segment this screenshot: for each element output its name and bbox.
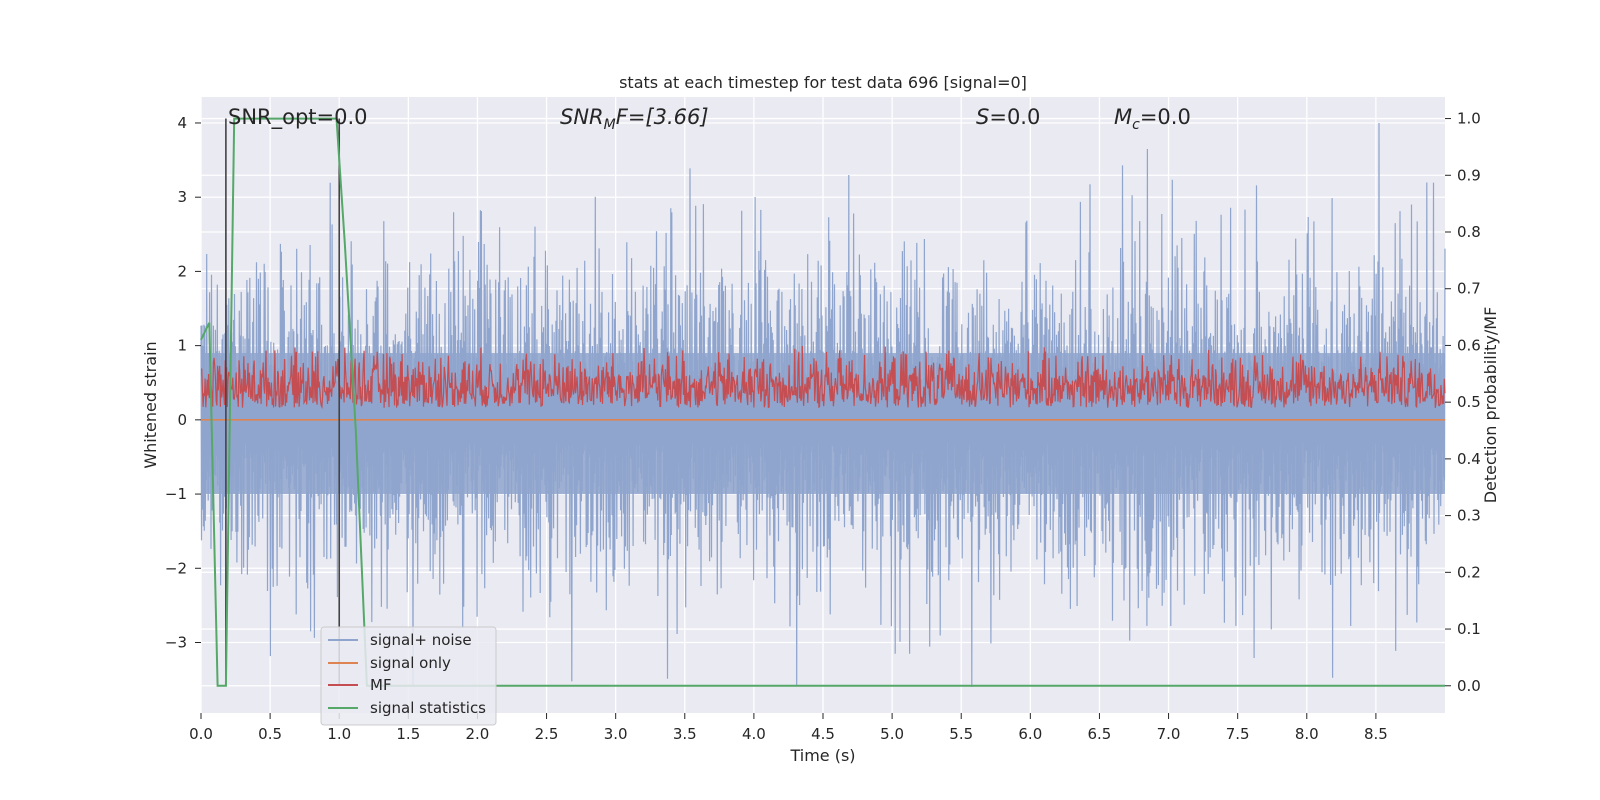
legend-box (320, 626, 497, 726)
x-tick-label: 0.0 (189, 725, 213, 743)
x-tick-label: 6.5 (1088, 725, 1112, 743)
y-tick-label-right: 0.3 (1457, 507, 1481, 525)
x-tick-label: 8.5 (1364, 725, 1388, 743)
y-tick-label-right: 0.2 (1457, 563, 1481, 581)
annotation-s: S=0.0 (976, 105, 1040, 129)
x-tick-label: 8.0 (1295, 725, 1319, 743)
x-tick-label: 4.5 (811, 725, 835, 743)
x-tick-label: 7.0 (1157, 725, 1181, 743)
x-tick-label: 3.5 (673, 725, 697, 743)
y-tick-label-right: 0.4 (1457, 450, 1481, 468)
series-layer (200, 117, 1446, 688)
annotation-snr-mf: SNRMF=[3.66] (560, 105, 709, 133)
y-tick-label-left: 2 (177, 262, 187, 280)
y-tick-label-right: 1.0 (1457, 110, 1481, 128)
y-tick-label-right: 0.1 (1457, 620, 1481, 638)
mc-sub: c (1132, 117, 1140, 133)
x-tick-label: 2.5 (535, 725, 559, 743)
x-tick-label: 4.0 (742, 725, 766, 743)
y-tick-label-right: 0.8 (1457, 223, 1481, 241)
legend: signal+ noise signal only MF signal stat… (320, 626, 497, 726)
s-italic: S (976, 105, 989, 129)
mc-rest: =0.0 (1140, 105, 1191, 129)
y-tick-label-left: −2 (165, 559, 187, 577)
mc-base: M (1114, 105, 1132, 129)
y-axis-label-right: Detection probability/MF (1481, 307, 1500, 504)
series-mf (200, 345, 1446, 410)
x-tick-label: 6.0 (1018, 725, 1042, 743)
x-tick-label: 1.5 (396, 725, 420, 743)
y-tick-label-right: 0.7 (1457, 280, 1481, 298)
x-axis-label: Time (s) (789, 746, 855, 765)
legend-label-signal-statistics: signal statistics (370, 699, 486, 717)
x-tick-label: 3.0 (604, 725, 628, 743)
y-axis-label-left: Whitened strain (141, 341, 160, 468)
y-tick-label-left: −1 (165, 485, 187, 503)
snr-mf-sub: M (604, 117, 616, 133)
y-tick-label-left: 0 (177, 411, 187, 429)
series-signal-noise (200, 122, 1446, 688)
x-tick-label: 7.5 (1226, 725, 1250, 743)
y-tick-label-right: 0.0 (1457, 677, 1481, 695)
annotation-mc: Mc=0.0 (1114, 105, 1191, 133)
y-tick-label-left: 3 (177, 188, 187, 206)
snr-mf-base: SNR (560, 105, 604, 129)
chart-title: stats at each timestep for test data 696… (619, 73, 1027, 92)
legend-label-signal-noise: signal+ noise (370, 631, 472, 649)
x-tick-label: 0.5 (258, 725, 282, 743)
x-tick-label: 5.0 (880, 725, 904, 743)
x-tick-label: 1.0 (327, 725, 351, 743)
y-tick-label-right: 0.5 (1457, 393, 1481, 411)
x-tick-label: 2.0 (466, 725, 490, 743)
y-tick-label-left: −3 (165, 633, 187, 651)
ticks: 0.0 0.5 1.0 1.5 2.0 2.5 3.0 3.5 4.0 4.5 5.0 5.5 6.0 6… (165, 110, 1481, 743)
legend-label-signal-only: signal only (370, 654, 451, 672)
y-tick-label-left: 4 (177, 114, 187, 132)
legend-label-mf: MF (370, 676, 392, 694)
y-tick-label-left: 1 (177, 337, 187, 355)
annotation-snr-opt: SNR_opt=0.0 (228, 105, 368, 130)
s-rest: =0.0 (989, 105, 1040, 129)
y-tick-label-right: 0.9 (1457, 166, 1481, 184)
y-tick-label-right: 0.6 (1457, 336, 1481, 354)
x-tick-label: 5.5 (949, 725, 973, 743)
snr-mf-rest: F=[3.66] (616, 105, 709, 129)
